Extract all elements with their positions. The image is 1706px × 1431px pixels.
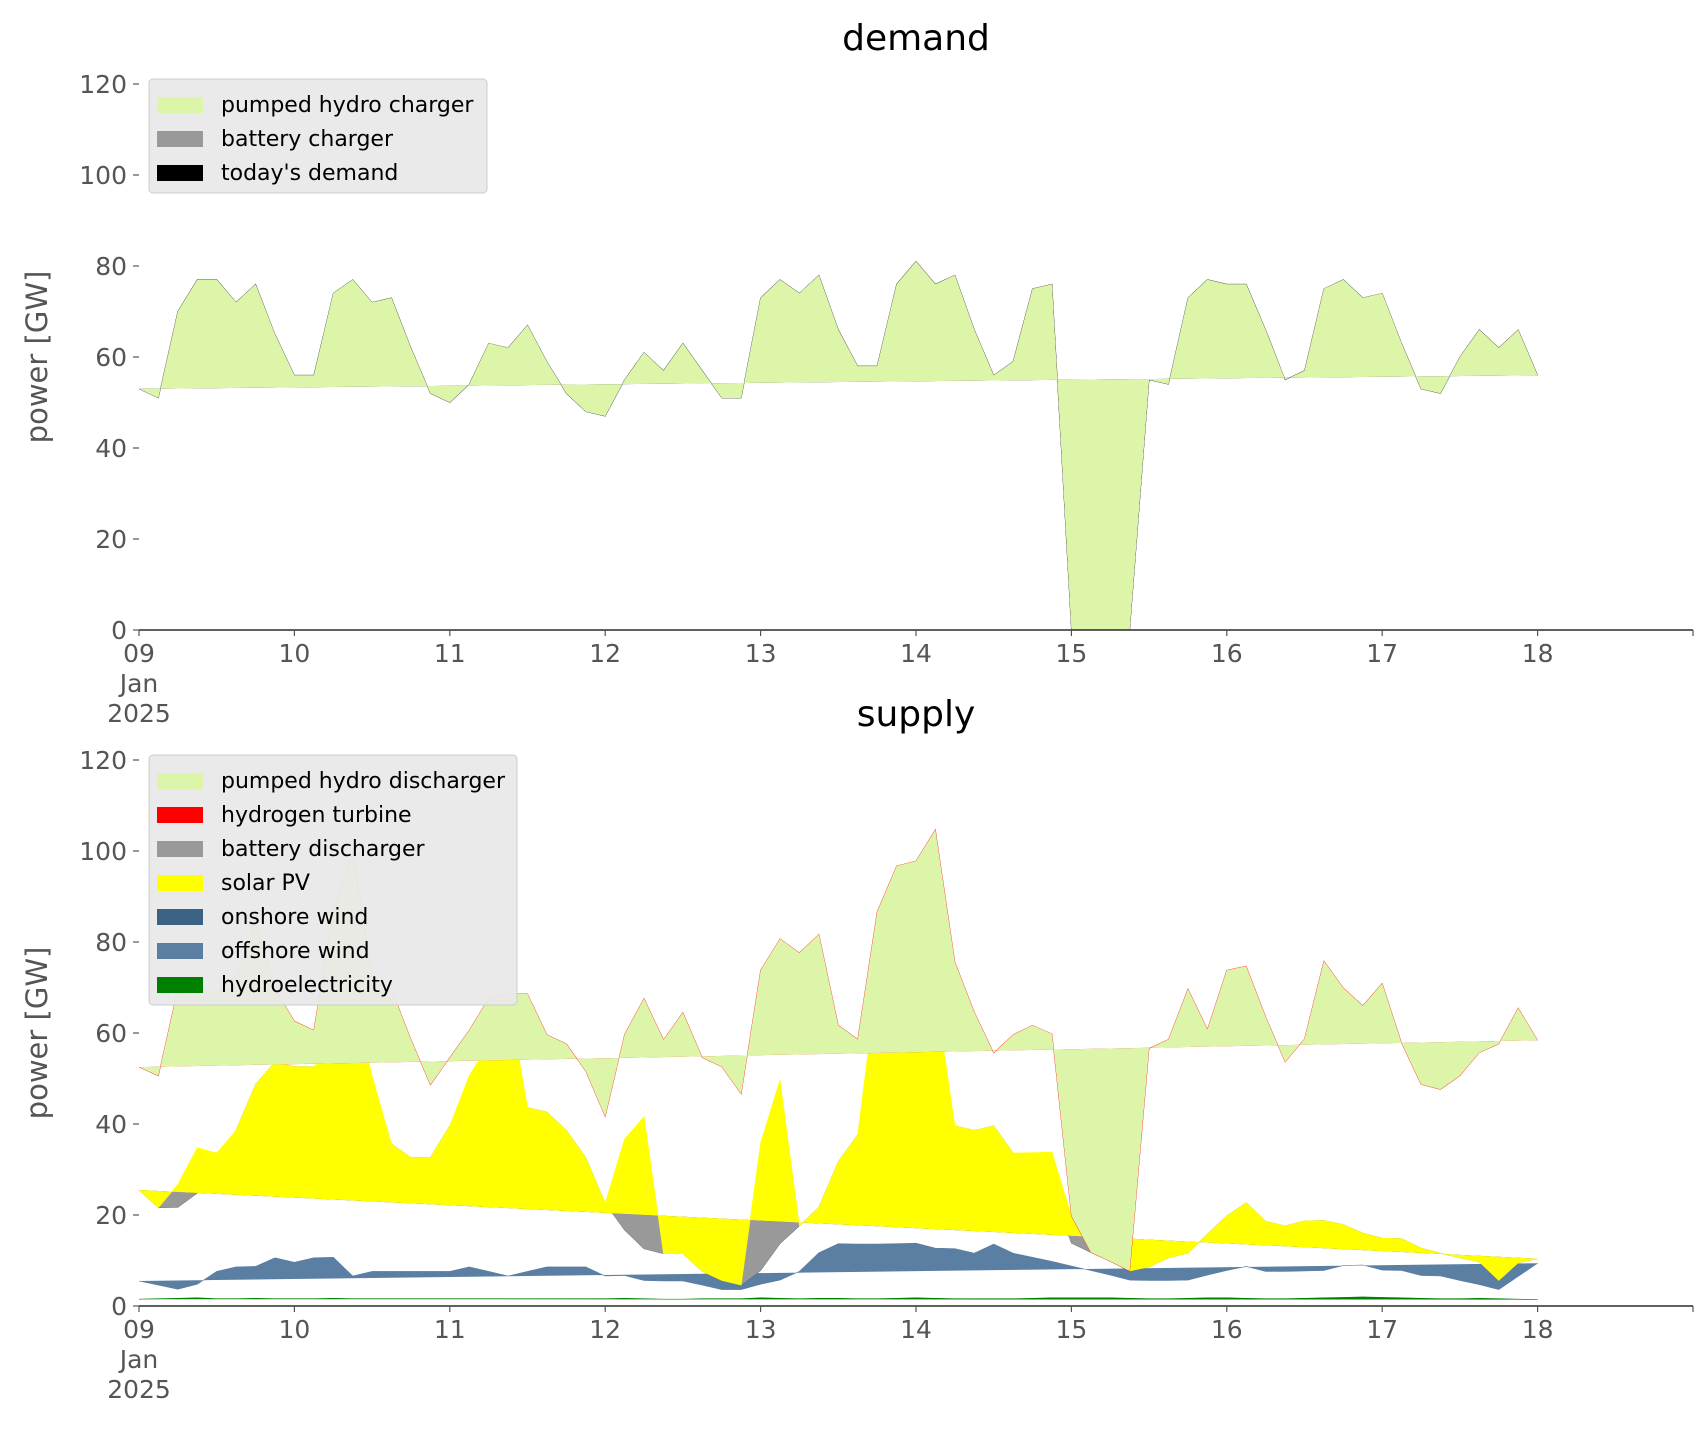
x-tick-label: 09 Jan 2025 bbox=[107, 1315, 171, 1404]
x-tick-label: 13 bbox=[745, 639, 777, 668]
legend-swatch bbox=[157, 165, 203, 181]
legend-swatch bbox=[157, 131, 203, 147]
legend-label: onshore wind bbox=[221, 905, 368, 930]
y-tick-label: 40 bbox=[95, 434, 127, 463]
x-tick-label: 14 bbox=[900, 1315, 932, 1344]
legend-swatch bbox=[157, 977, 203, 993]
legend-label: today's demand bbox=[221, 161, 398, 186]
legend-label: battery charger bbox=[221, 127, 394, 152]
legend-swatch bbox=[157, 773, 203, 789]
legend-label: hydrogen turbine bbox=[221, 803, 412, 828]
y-tick-label: 120 bbox=[79, 746, 127, 775]
legend-swatch bbox=[157, 841, 203, 857]
x-tick-label: 09 Jan 2025 bbox=[107, 639, 171, 728]
area-pumped-hydro-discharger bbox=[139, 829, 1538, 1271]
x-tick-label: 18 bbox=[1522, 639, 1554, 668]
x-tick-label: 12 bbox=[589, 1315, 621, 1344]
area-hydroelectricity bbox=[138, 1296, 1538, 1300]
x-tick-label: 13 bbox=[745, 1315, 777, 1344]
x-tick-label: 10 bbox=[278, 1315, 310, 1344]
legend-swatch bbox=[157, 807, 203, 823]
x-tick-label: 18 bbox=[1522, 1315, 1554, 1344]
y-tick-label: 0 bbox=[111, 616, 127, 645]
x-tick-label: 11 bbox=[434, 639, 466, 668]
y-tick-label: 20 bbox=[95, 1201, 127, 1230]
legend bbox=[148, 754, 518, 1006]
x-tick-label: 15 bbox=[1055, 1315, 1087, 1344]
legend-label: offshore wind bbox=[221, 939, 370, 964]
legend-swatch bbox=[157, 943, 203, 959]
demand-chart: demand power [GW] 09 Jan 2025 10 11 12 13 14 15 16 1… bbox=[20, 18, 1694, 728]
y-axis-label: power [GW] bbox=[20, 271, 54, 444]
legend-label: battery discharger bbox=[221, 837, 426, 862]
y-tick-label: 80 bbox=[95, 928, 127, 957]
area-offshore-wind bbox=[138, 1242, 1538, 1290]
y-tick-label: 60 bbox=[95, 343, 127, 372]
x-tick-label: 16 bbox=[1211, 1315, 1243, 1344]
legend-label: pumped hydro charger bbox=[221, 93, 474, 118]
legend bbox=[148, 78, 488, 194]
x-tick-label: 16 bbox=[1211, 639, 1243, 668]
y-tick-label: 20 bbox=[95, 525, 127, 554]
y-tick-label: 80 bbox=[95, 252, 127, 281]
y-tick-label: 100 bbox=[79, 837, 127, 866]
legend-label: solar PV bbox=[221, 871, 310, 896]
legend-swatch bbox=[157, 97, 203, 113]
chart-title: demand bbox=[842, 18, 990, 59]
x-tick-label: 11 bbox=[434, 1315, 466, 1344]
x-tick-label: 12 bbox=[589, 639, 621, 668]
x-tick-label: 10 bbox=[278, 639, 310, 668]
area-solar-pv bbox=[138, 905, 1538, 1286]
legend-label: pumped hydro discharger bbox=[221, 769, 506, 794]
x-tick-label: 14 bbox=[900, 639, 932, 668]
legend-label: hydroelectricity bbox=[221, 973, 393, 998]
supply-chart: supply power [GW] 09 Jan 2025 10 11 12 13 14 15 16 1… bbox=[20, 694, 1694, 1404]
x-tick-label: 15 bbox=[1055, 639, 1087, 668]
y-tick-label: 40 bbox=[95, 1110, 127, 1139]
area-pumped-hydro-charger bbox=[139, 261, 1538, 630]
y-tick-label: 120 bbox=[79, 70, 127, 99]
x-tick-label: 17 bbox=[1366, 1315, 1398, 1344]
y-tick-label: 60 bbox=[95, 1019, 127, 1048]
y-axis-label: power [GW] bbox=[20, 947, 54, 1120]
legend-swatch bbox=[157, 909, 203, 925]
legend-swatch bbox=[157, 875, 203, 891]
y-tick-label: 100 bbox=[79, 161, 127, 190]
x-tick-label: 17 bbox=[1366, 639, 1398, 668]
y-tick-label: 0 bbox=[111, 1292, 127, 1321]
chart-title: supply bbox=[857, 694, 976, 735]
